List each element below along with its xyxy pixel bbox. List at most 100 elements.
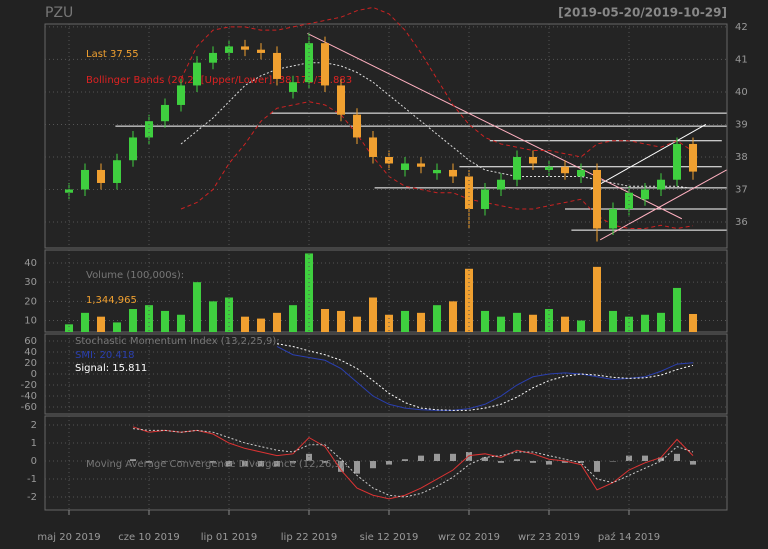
- y-tick-label: 10: [24, 316, 37, 327]
- candle-body: [417, 163, 425, 167]
- volume-bar: [657, 312, 665, 332]
- candle-body: [689, 143, 697, 172]
- x-tick-label: wrz 23 2019: [518, 532, 580, 543]
- volume-bar: [433, 305, 441, 332]
- candle-body: [353, 114, 361, 138]
- trend-line: [599, 169, 727, 241]
- chart-subtitle: [2019-05-20/2019-10-29]: [558, 6, 727, 20]
- histogram-bar: [194, 461, 200, 462]
- candle-body: [145, 121, 153, 138]
- indicator-line: [132, 428, 694, 498]
- volume-bar: [273, 312, 281, 332]
- histogram-bar: [306, 453, 312, 462]
- annotation: 1,344,965: [86, 295, 137, 306]
- histogram-bar: [658, 457, 664, 462]
- candle-body: [289, 82, 297, 92]
- y-tick-label: -20: [21, 380, 37, 391]
- histogram-bar: [130, 459, 136, 462]
- y-tick-label: 2: [31, 420, 37, 431]
- candle-body: [113, 160, 121, 183]
- y-tick-label: 20: [24, 358, 37, 369]
- histogram-bar: [178, 461, 184, 462]
- volume-bar: [81, 312, 89, 332]
- volume-bar: [161, 310, 169, 332]
- histogram-bar: [402, 459, 408, 462]
- bollinger-lower: [180, 101, 694, 230]
- volume-bar: [561, 316, 569, 332]
- volume-bar: [545, 309, 553, 332]
- indicator-line: [132, 426, 694, 500]
- candle-body: [529, 156, 537, 164]
- volume-bar: [673, 287, 681, 332]
- legend-label: SMI: 20.418: [75, 350, 134, 361]
- volume-bar: [513, 312, 521, 332]
- candle-body: [257, 49, 265, 53]
- trend-line: [307, 32, 683, 220]
- candle-body: [305, 43, 313, 83]
- volume-bar: [241, 316, 249, 332]
- histogram-bar: [690, 461, 696, 465]
- volume-bar: [625, 316, 633, 332]
- volume-bar: [529, 314, 537, 332]
- candle-body: [673, 143, 681, 180]
- volume-bar: [337, 310, 345, 332]
- volume-bar: [193, 282, 201, 332]
- histogram-bar: [562, 461, 568, 463]
- histogram-bar: [226, 461, 232, 467]
- x-tick-label: wrz 02 2019: [438, 532, 500, 543]
- y-tick-label: 20: [24, 296, 37, 307]
- volume-bar: [289, 305, 297, 332]
- histogram-bar: [546, 461, 552, 465]
- x-tick-label: sie 12 2019: [360, 532, 419, 543]
- histogram-bar: [290, 461, 296, 463]
- histogram-bar: [578, 461, 584, 463]
- y-tick-label: 41: [735, 54, 748, 65]
- histogram-bar: [610, 461, 616, 462]
- volume-bar: [497, 316, 505, 332]
- histogram-bar: [450, 453, 456, 462]
- candle-body: [401, 163, 409, 170]
- legend-label: Signal: 15.811: [75, 363, 147, 374]
- indicator-line: [276, 343, 694, 411]
- y-tick-label: 40: [24, 347, 37, 358]
- volume-bar: [257, 318, 265, 332]
- x-tick-label: cze 10 2019: [118, 532, 179, 543]
- volume-bar: [577, 320, 585, 332]
- volume-bar: [209, 301, 217, 332]
- histogram-bar: [338, 461, 344, 472]
- y-tick-label: 30: [24, 277, 37, 288]
- y-tick-label: 38: [735, 152, 748, 163]
- histogram-bar: [242, 461, 248, 467]
- bollinger-upper: [180, 6, 694, 158]
- candle-body: [609, 208, 617, 229]
- candle-body: [561, 166, 569, 174]
- histogram-bar: [434, 453, 440, 462]
- volume-bar: [321, 309, 329, 332]
- histogram-bar: [498, 461, 504, 463]
- candle-body: [321, 43, 329, 86]
- candle-body: [369, 137, 377, 157]
- candle-body: [449, 169, 457, 177]
- indicator-line: [276, 346, 694, 411]
- volume-bar: [465, 268, 473, 332]
- histogram-bar: [530, 461, 536, 463]
- y-tick-label: 40: [735, 87, 748, 98]
- y-tick-label: 0: [31, 456, 37, 467]
- candle-body: [433, 169, 441, 174]
- volume-bar: [401, 310, 409, 332]
- histogram-bar: [418, 455, 424, 462]
- chart-title: PZU: [45, 5, 73, 21]
- volume-bar: [641, 314, 649, 332]
- y-tick-label: 39: [735, 119, 748, 130]
- y-tick-label: 60: [24, 336, 37, 347]
- histogram-bar: [386, 461, 392, 465]
- histogram-bar: [146, 461, 152, 463]
- candle-body: [209, 52, 217, 63]
- histogram-bar: [482, 457, 488, 462]
- volume-bar: [97, 316, 105, 332]
- candle-body: [161, 104, 169, 122]
- candle-body: [481, 189, 489, 209]
- histogram-bar: [162, 461, 168, 462]
